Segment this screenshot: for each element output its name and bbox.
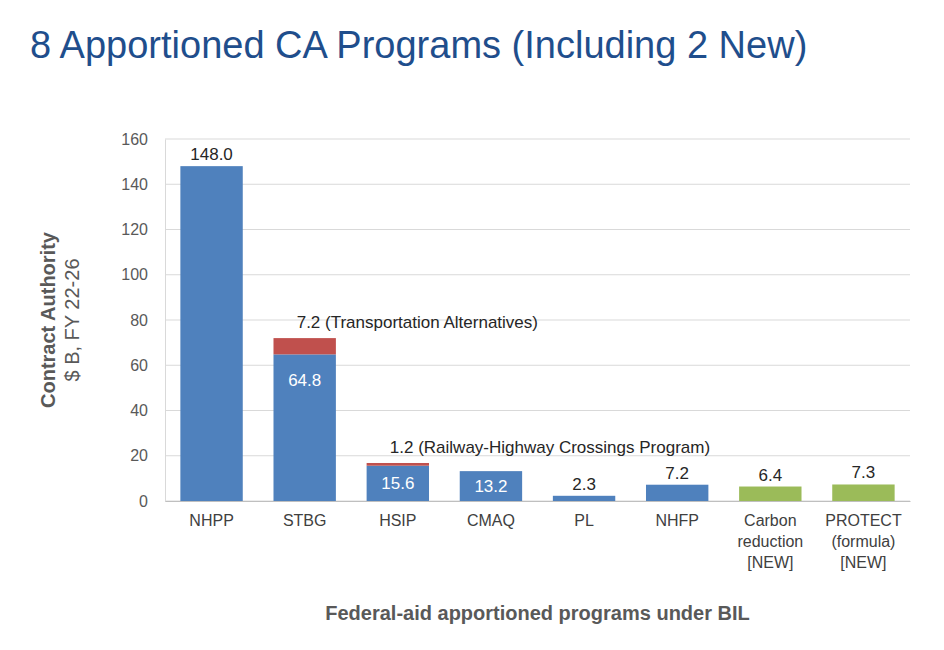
bar — [832, 484, 894, 501]
y-axis-line — [165, 140, 166, 502]
bar — [367, 466, 429, 501]
y-tick: 160 — [121, 131, 165, 148]
y-tick-label: 120 — [121, 221, 148, 238]
y-tick-label: 40 — [130, 402, 148, 419]
bar — [553, 496, 615, 501]
data-label: 7.3 — [852, 463, 876, 482]
x-axis-line — [166, 501, 911, 502]
x-tick-label: STBG — [283, 512, 327, 529]
x-tick-label: PL — [574, 512, 594, 529]
y-tick: 100 — [121, 266, 165, 283]
x-tick-label-line: Carbon — [744, 512, 796, 529]
x-tick-label: PROTECT (formula) [NEW] — [825, 512, 902, 571]
y-tick: 60 — [130, 357, 165, 374]
data-label: 64.8 — [288, 371, 321, 390]
y-tick: 20 — [130, 447, 165, 464]
x-tick: Carbon reduction [NEW] — [737, 501, 803, 571]
grid-line — [165, 274, 910, 275]
x-tick-label: NHPP — [189, 512, 233, 529]
bar — [273, 338, 335, 354]
y-tick-label: 100 — [121, 266, 148, 283]
data-label: 7.2 — [665, 464, 689, 483]
chart-container: 8 Apportioned CA Programs (Including 2 N… — [0, 0, 944, 650]
x-tick-label-line: reduction — [737, 533, 803, 550]
bar — [739, 487, 801, 501]
y-tick-label: 80 — [130, 312, 148, 329]
x-tick-label: CMAQ — [467, 512, 515, 529]
x-tick: PROTECT (formula) [NEW] — [825, 501, 902, 571]
y-tick-label: 0 — [139, 493, 148, 510]
grid-line — [165, 139, 910, 140]
bar — [180, 166, 242, 501]
data-label: 7.2 (Transportation Alternatives) — [297, 313, 538, 332]
grid-line — [165, 229, 910, 230]
y-tick: 140 — [121, 176, 165, 193]
x-tick-label-line: (formula) — [831, 533, 895, 550]
x-axis-title: Federal-aid apportioned programs under B… — [325, 602, 750, 624]
grid — [165, 139, 910, 501]
x-tick-label: HSIP — [379, 512, 416, 529]
y-tick: 120 — [121, 221, 165, 238]
x-tick: CMAQ — [467, 501, 515, 529]
bars — [180, 166, 894, 501]
data-label: 15.6 — [381, 474, 414, 493]
y-axis-subtitle: $ B, FY 22-26 — [61, 258, 83, 381]
x-tick-label: NHFP — [655, 512, 699, 529]
x-tick: NHFP — [655, 501, 699, 529]
bar — [367, 463, 429, 466]
y-axis: 0 20 40 60 80 100 120 140 160 — [121, 131, 165, 510]
x-tick: HSIP — [379, 501, 416, 529]
grid-line — [165, 184, 910, 185]
y-tick-label: 20 — [130, 447, 148, 464]
x-tick-label: Carbon reduction [NEW] — [737, 512, 803, 571]
y-tick-label: 160 — [121, 131, 148, 148]
y-tick-label: 60 — [130, 357, 148, 374]
page: {"chart_data": { "type": "bar", "title":… — [0, 0, 944, 650]
bar — [460, 471, 522, 501]
data-label: 2.3 — [572, 475, 596, 494]
y-tick: 40 — [130, 402, 165, 419]
y-tick: 0 — [139, 493, 165, 510]
data-label: 13.2 — [474, 477, 507, 496]
data-label: 6.4 — [758, 466, 782, 485]
bar — [646, 485, 708, 501]
data-label: 1.2 (Railway-Highway Crossings Program) — [390, 438, 710, 457]
x-tick-label-line: [NEW] — [840, 554, 886, 571]
y-tick: 80 — [130, 312, 165, 329]
data-labels: 148.0 64.8 15.6 13.2 2.3 7.2 6.4 7.3 7.2 (Transp… — [190, 145, 875, 496]
chart-svg: 8 Apportioned CA Programs (Including 2 N… — [0, 0, 944, 650]
x-axis: NHPP STBG HSIP CMAQ PL NHFP Carbon reduction [NE… — [166, 501, 911, 571]
x-tick: PL — [574, 501, 594, 529]
y-tick-label: 140 — [121, 176, 148, 193]
x-tick-label-line: [NEW] — [747, 554, 793, 571]
chart-title: 8 Apportioned CA Programs (Including 2 N… — [30, 24, 807, 66]
x-tick: STBG — [283, 501, 327, 529]
bar — [273, 354, 335, 501]
x-tick: NHPP — [189, 501, 233, 529]
x-tick-label-line: PROTECT — [825, 512, 902, 529]
data-label: 148.0 — [190, 145, 233, 164]
y-axis-title: Contract Authority — [37, 231, 59, 408]
